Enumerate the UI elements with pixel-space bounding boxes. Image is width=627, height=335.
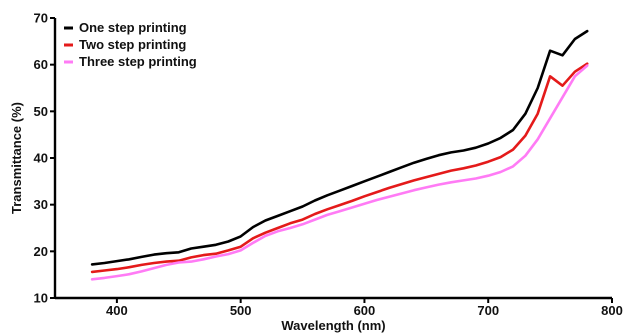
legend: One step printing Two step printing Three …	[64, 20, 197, 69]
y-axis-title: Transmittance (%)	[9, 102, 24, 214]
y-tick-label: 20	[34, 244, 48, 259]
y-tick-label: 10	[34, 291, 48, 306]
series-line-3	[90, 64, 589, 281]
x-tick-label: 600	[354, 303, 376, 318]
y-tick-label: 60	[34, 57, 48, 72]
y-tick-label: 70	[34, 11, 48, 26]
legend-label: Two step printing	[79, 37, 186, 52]
series-line-2	[90, 62, 589, 274]
series-line-1	[90, 29, 589, 266]
x-tick-label: 400	[106, 303, 128, 318]
series-layer	[90, 29, 589, 281]
y-tick-label: 40	[34, 151, 48, 166]
x-tick-label: 700	[477, 303, 499, 318]
x-tick-label: 500	[230, 303, 252, 318]
y-tick-label: 50	[34, 104, 48, 119]
x-axis-title: Wavelength (nm)	[281, 318, 385, 333]
y-ticks: 10 20 30 40 50 60 70	[34, 11, 55, 306]
legend-label: Three step printing	[79, 54, 197, 69]
x-ticks: 400 500 600 700 800	[106, 298, 623, 318]
y-tick-label: 30	[34, 197, 48, 212]
legend-label: One step printing	[79, 20, 187, 35]
x-tick-label: 800	[601, 303, 623, 318]
